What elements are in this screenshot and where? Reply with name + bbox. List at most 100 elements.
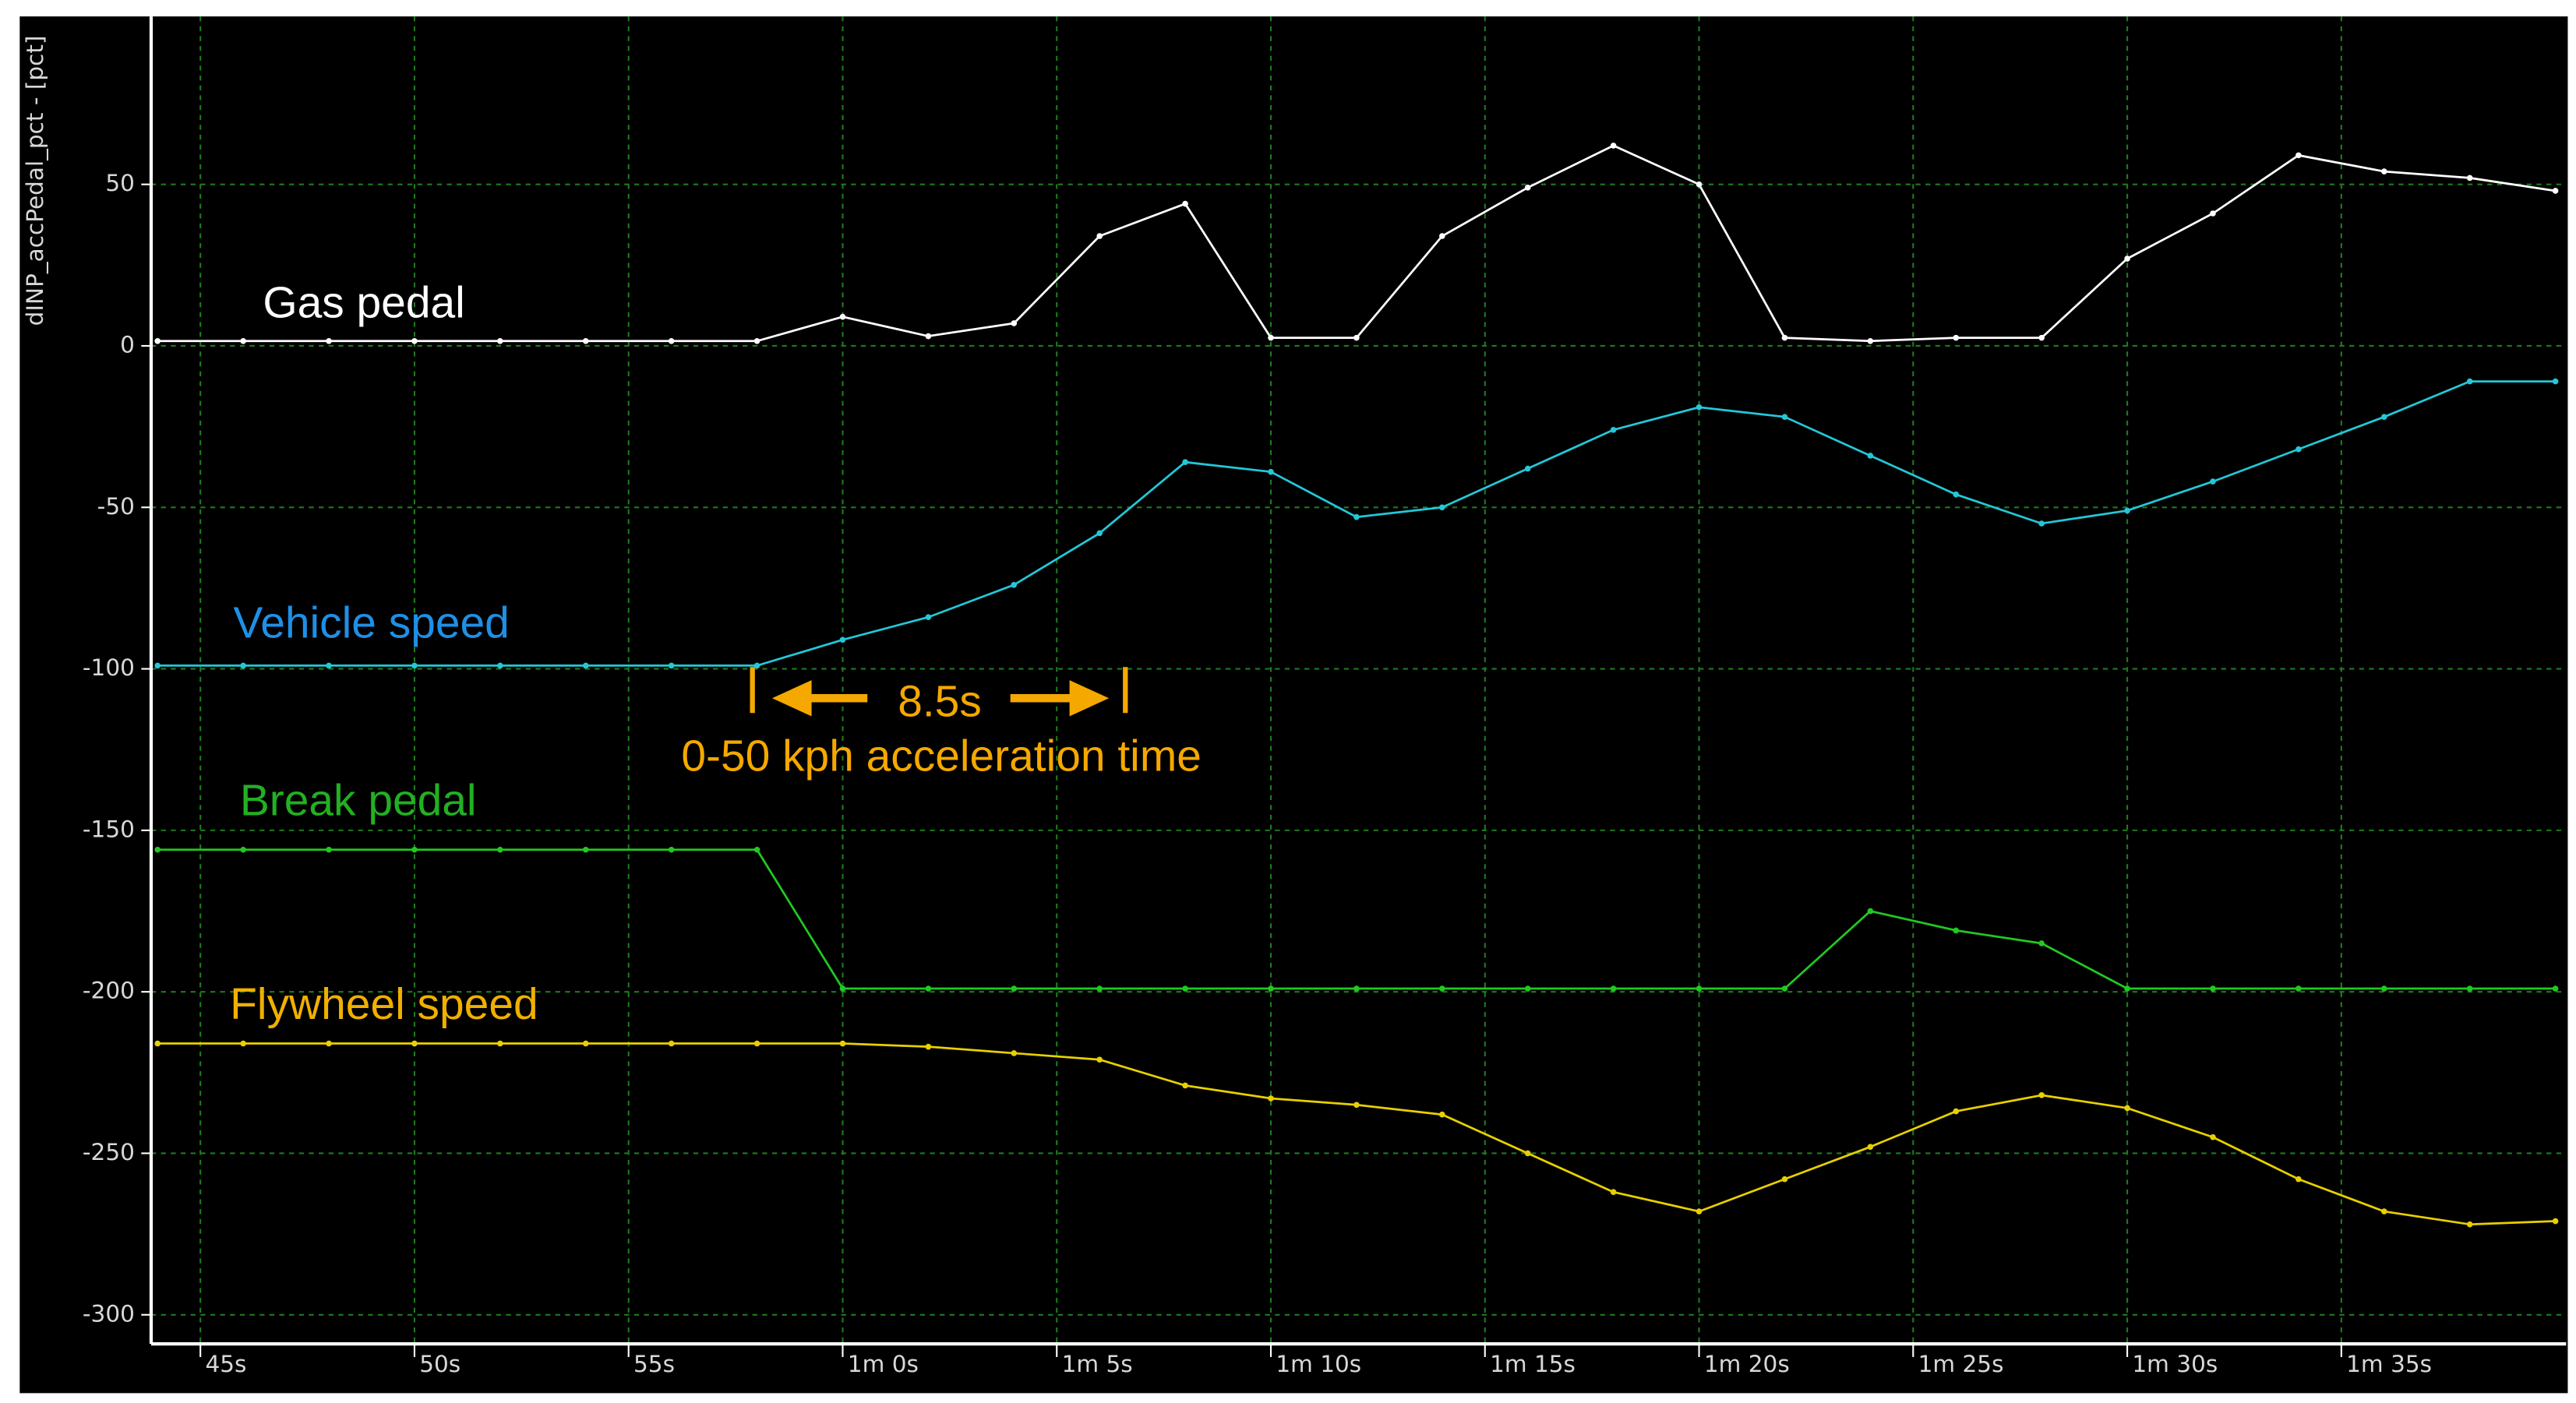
x-tick-label: 1m 35s [2346,1351,2432,1377]
data-point [2124,256,2130,262]
annotation: 8.5s 0-50 kph acceleration time [681,667,1202,781]
data-point [2552,1218,2559,1225]
data-point [2295,985,2302,992]
data-point [2552,188,2559,194]
x-tick-label: 50s [419,1351,461,1377]
data-point [925,1043,932,1050]
data-point [326,337,332,344]
data-point [1182,1082,1188,1089]
data-point [1353,334,1360,341]
x-tick-label: 1m 5s [1062,1351,1133,1377]
x-tick-label: 1m 15s [1490,1351,1576,1377]
y-tick-label: -50 [97,493,135,520]
data-point [2466,1221,2473,1228]
data-point [1439,504,1445,511]
data-point [411,662,418,669]
data-point [1268,468,1274,475]
data-point [2210,210,2216,217]
y-tick-label: -100 [83,654,135,681]
data-point [2038,940,2045,946]
data-point [1610,1189,1617,1196]
x-tick-label: 1m 0s [848,1351,919,1377]
data-point [1953,1108,1960,1115]
series-group: Gas pedal Vehicle speed Break pedal Flywhee… [154,143,2559,1228]
data-point [1096,985,1103,992]
data-point [1011,985,1018,992]
data-point [1696,1208,1703,1214]
data-point [2381,1208,2387,1214]
y-tick-label: -250 [83,1139,135,1165]
data-point [1011,581,1018,588]
data-point [1524,185,1531,191]
data-point [582,846,589,853]
data-point [1011,1050,1018,1056]
data-point [1268,985,1274,992]
data-point [2210,1133,2216,1140]
data-point [1696,404,1703,411]
data-point [839,313,846,320]
data-point [1781,985,1788,992]
data-point [1096,530,1103,537]
data-point [839,1040,846,1047]
annotation-text: 8.5s [898,677,982,727]
data-point [1353,513,1360,520]
data-point [2295,446,2302,453]
data-point [326,846,332,853]
data-point [154,662,161,669]
data-point [240,846,246,853]
data-point [2381,168,2387,174]
data-point [2038,520,2045,527]
data-point [2124,507,2130,514]
data-point [1610,426,1617,433]
data-point [925,333,932,340]
data-point [1867,453,1874,459]
data-point [411,337,418,344]
y-tick-label: 0 [120,331,135,358]
data-point [2466,174,2473,182]
data-point [1781,334,1788,341]
data-point [1182,459,1188,466]
data-point [497,1040,503,1047]
data-point [839,636,846,643]
data-point [839,985,846,992]
data-point [2552,985,2559,992]
data-point [1524,465,1531,472]
data-point [1182,985,1188,992]
data-point [154,846,161,853]
data-point [1781,414,1788,420]
data-point [1011,320,1018,326]
y-tick-label: -150 [83,816,135,842]
data-point [1867,337,1874,344]
y-tick-label: 50 [105,170,135,196]
y-tick-label: -200 [83,978,135,1004]
data-point [1867,908,1874,915]
data-point [1696,985,1703,992]
data-point [1781,1176,1788,1183]
data-point [326,662,332,669]
data-point [1610,985,1617,992]
data-point [1696,181,1703,188]
data-point [1439,985,1445,992]
data-point [240,662,246,669]
data-point [497,846,503,853]
series-label: Flywheel speed [230,979,538,1029]
data-point [2210,478,2216,485]
x-tick-label: 1m 30s [2132,1351,2218,1377]
data-point [668,846,675,853]
data-point [668,662,675,669]
annotation-arrow-head [1069,680,1110,717]
y-axis-label: dINP_accPedal_pct - [pct] [22,36,48,326]
data-point [2210,985,2216,992]
data-point [582,662,589,669]
data-point [1439,1111,1445,1118]
data-point [1096,1056,1103,1063]
data-point [753,846,760,853]
x-tick-label: 1m 10s [1276,1351,1361,1377]
data-point [411,846,418,853]
data-point [240,1040,246,1047]
data-point [411,1040,418,1047]
data-point [2124,1105,2130,1112]
data-point [668,1040,675,1047]
data-point [240,337,246,344]
series-label: Break pedal [240,775,477,825]
